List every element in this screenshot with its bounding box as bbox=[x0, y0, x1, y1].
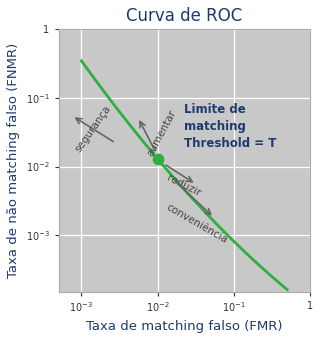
X-axis label: Taxa de matching falso (FMR): Taxa de matching falso (FMR) bbox=[86, 320, 283, 333]
Title: Curva de ROC: Curva de ROC bbox=[126, 7, 242, 25]
Y-axis label: Taxa de não matching falso (FNMR): Taxa de não matching falso (FNMR) bbox=[7, 43, 20, 278]
Text: conveniência: conveniência bbox=[165, 202, 229, 245]
Text: reduzir: reduzir bbox=[165, 173, 202, 199]
Text: segurança: segurança bbox=[73, 103, 112, 154]
Text: Limite de
matching
Threshold = T: Limite de matching Threshold = T bbox=[184, 103, 276, 150]
Point bbox=[155, 156, 160, 162]
Text: aumentar: aumentar bbox=[145, 108, 178, 158]
